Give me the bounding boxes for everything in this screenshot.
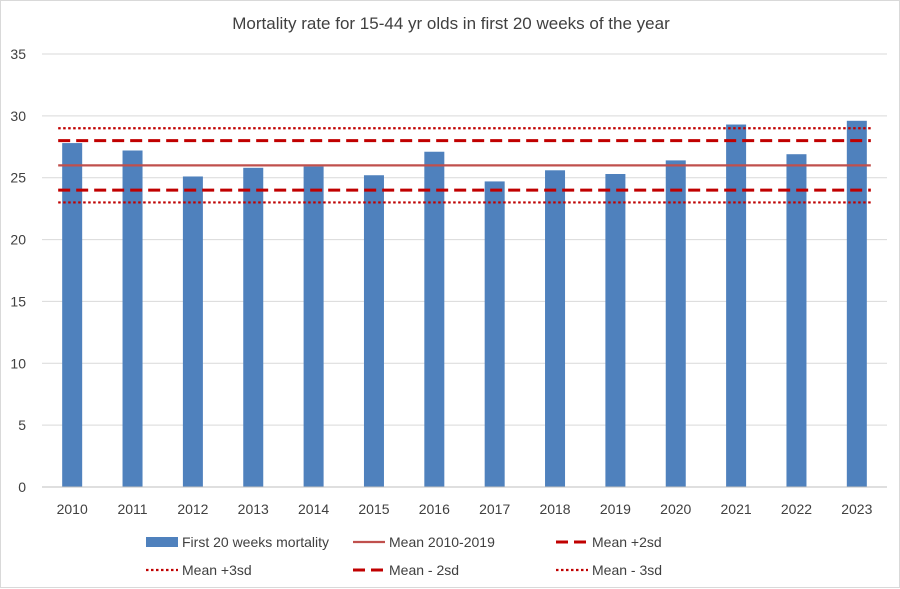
x-tick-label: 2014 [298,501,329,517]
reference-lines [58,127,871,204]
x-axis-ticks: 2010 2011 2012 2013 2014 2015 2016 2017 2018 2019… [57,501,873,517]
y-tick-label: 10 [10,355,26,371]
bar [605,174,626,487]
bar [424,151,445,487]
bar [786,154,807,488]
x-tick-label: 2013 [238,501,269,517]
bar [303,166,324,487]
x-tick-label: 2011 [117,501,147,517]
x-tick-label: 2021 [721,501,752,517]
bar [62,143,83,487]
y-tick-label: 0 [18,479,26,495]
y-tick-label: 15 [10,293,26,309]
bars [62,120,867,488]
x-tick-label: 2022 [781,501,812,517]
x-tick-label: 2018 [539,501,570,517]
legend-label: Mean - 3sd [592,562,662,578]
x-tick-label: 2019 [600,501,631,517]
x-tick-label: 2015 [358,501,389,517]
y-axis-ticks: 0 5 10 15 20 25 30 35 [10,46,26,495]
bar [545,170,566,487]
legend-label: Mean - 2sd [389,562,459,578]
x-tick-label: 2012 [177,501,208,517]
legend: First 20 weeks mortality Mean 2010-2019 Me… [146,534,662,578]
y-tick-label: 5 [18,417,26,433]
bar [243,167,264,487]
x-tick-label: 2010 [57,501,88,517]
legend-label: Mean +3sd [182,562,252,578]
x-tick-label: 2020 [660,501,691,517]
bar [182,176,203,487]
legend-label: Mean 2010-2019 [389,534,495,550]
legend-label: First 20 weeks mortality [182,534,329,550]
legend-swatch [146,537,178,547]
gridlines [42,53,887,426]
chart-title: Mortality rate for 15-44 yr olds in firs… [232,14,670,33]
x-tick-label: 2016 [419,501,450,517]
bar [846,120,867,487]
bar [665,160,686,487]
y-tick-label: 30 [10,108,26,124]
bar [484,181,505,487]
x-tick-label: 2017 [479,501,510,517]
y-tick-label: 35 [10,46,26,62]
x-tick-label: 2023 [841,501,872,517]
bar [363,175,384,488]
legend-label: Mean +2sd [592,534,662,550]
bar [122,150,143,488]
y-tick-label: 20 [10,232,26,248]
bar [726,124,747,487]
y-tick-label: 25 [10,170,26,186]
